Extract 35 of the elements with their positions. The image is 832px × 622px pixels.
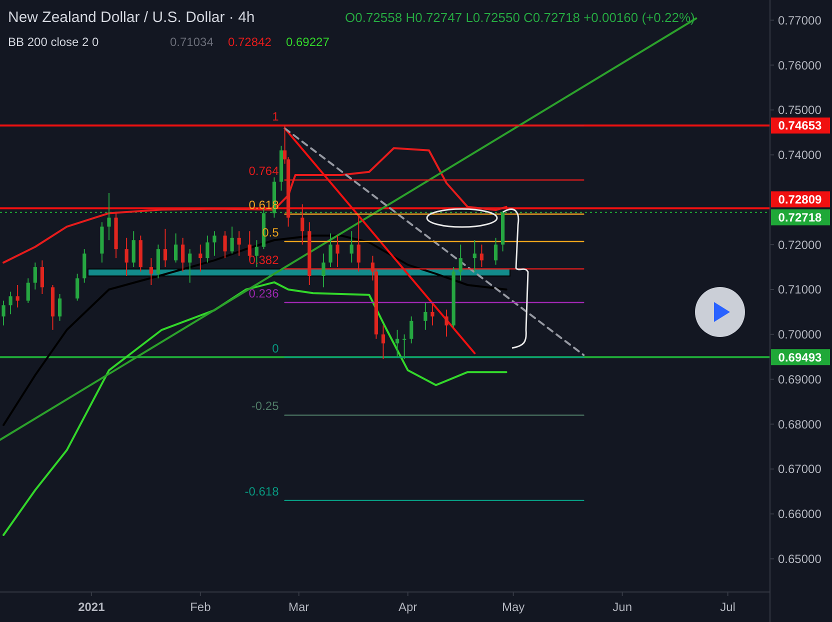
x-tick-label: Jul — [720, 600, 736, 614]
y-tick-label: 0.74000 — [778, 148, 822, 162]
x-tick-label: Jun — [612, 600, 632, 614]
annotation: 0.69227 — [286, 35, 330, 49]
ref-line-label: 0.72718 — [778, 210, 822, 224]
annotation: 0.72842 — [228, 35, 272, 49]
ref-line-label: 0.69493 — [778, 350, 822, 364]
y-tick-label: 0.70000 — [778, 328, 822, 342]
ref-line-label: 0.74653 — [778, 118, 822, 133]
y-tick-label: 0.77000 — [778, 13, 822, 28]
text: O0.72558 H0.72747 L0.72550 C0.72718 +0.00160 (+0.22%) — [345, 10, 695, 25]
y-tick-label: 0.65000 — [778, 552, 822, 566]
y-tick-label: 0.66000 — [778, 507, 822, 522]
y-tick-label: 0.69000 — [778, 372, 822, 386]
x-tick-label: Mar — [288, 600, 310, 614]
y-tick-label: 0.75000 — [778, 103, 822, 118]
y-tick-label: 0.71000 — [778, 282, 822, 297]
y-tick-label: 0.68000 — [778, 417, 822, 432]
series-label: 1 — [272, 110, 280, 124]
series-label: 0.764 — [248, 164, 280, 178]
x-tick-label: 2021 — [78, 600, 106, 614]
annotation: 0.71034 — [170, 35, 214, 49]
x-tick-label: Feb — [190, 600, 212, 614]
x-tick-label: May — [502, 600, 525, 614]
series-label: 0.236 — [248, 286, 280, 301]
series-label: -0.25 — [251, 399, 280, 414]
series-label: 0 — [272, 341, 280, 356]
y-tick-label: 0.72000 — [778, 238, 822, 252]
text: New Zealand Dollar / U.S. Dollar · 4h — [8, 9, 255, 26]
ref-line-label: 0.72809 — [778, 192, 822, 206]
annotation: BB 200 close 2 0 — [8, 35, 100, 49]
x-tick-label: Apr — [398, 600, 418, 614]
y-tick-label: 0.67000 — [778, 462, 822, 476]
y-tick-label: 0.76000 — [778, 58, 822, 72]
series-label: -0.618 — [244, 484, 280, 498]
